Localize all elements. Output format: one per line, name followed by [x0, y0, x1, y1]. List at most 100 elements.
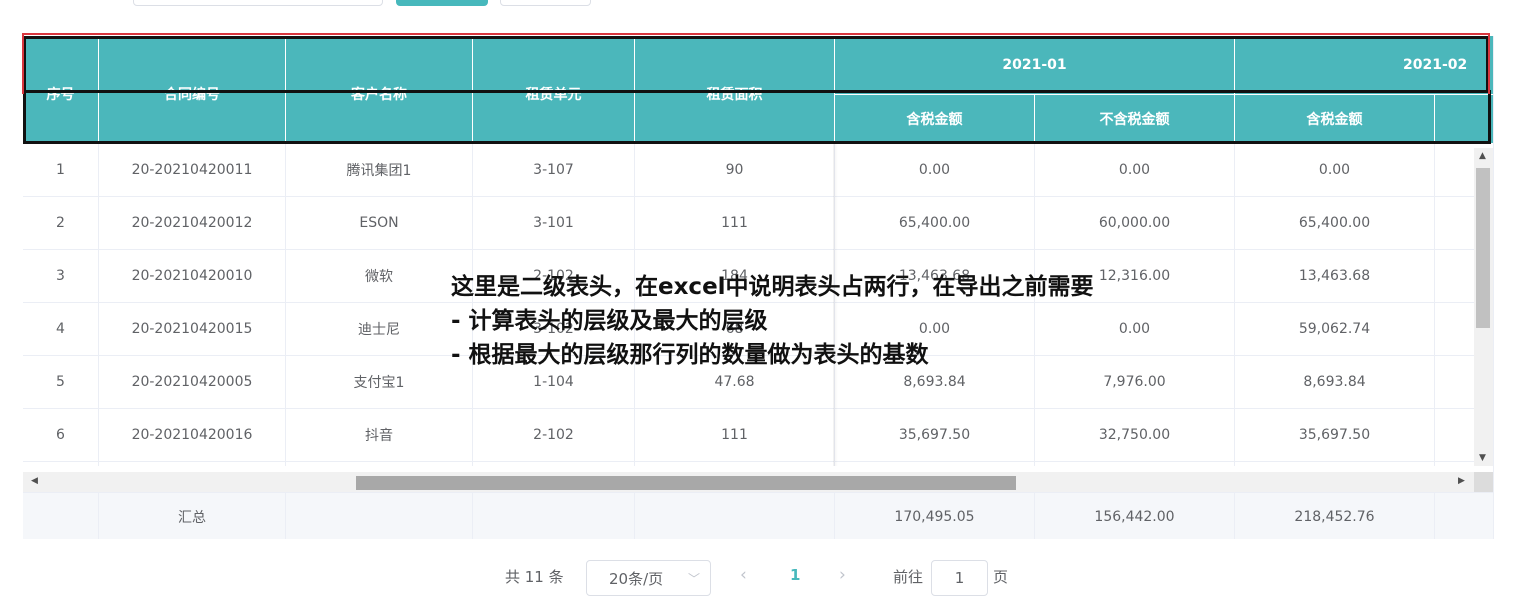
- cell-tax-incl-2: 35,697.50: [1235, 409, 1435, 462]
- cell-tax-incl: 0.00: [835, 144, 1035, 197]
- table-summary-row: 汇总 170,495.05 156,442.00 218,452.76: [23, 492, 1493, 539]
- col-header-tax-excl-2: [1435, 95, 1493, 144]
- cell-customer: 微软: [286, 250, 473, 303]
- cell-unit: 1-104: [473, 356, 635, 409]
- data-table: 序号 合同编号 客户名称 租赁单元 租赁面积 2021-01 2021-02 含…: [23, 36, 1494, 539]
- export-button[interactable]: [500, 0, 591, 6]
- goto-label: 前往: [893, 568, 924, 586]
- cell-contract-no: 20-20210420010: [99, 250, 286, 303]
- scroll-right-icon[interactable]: ▶: [1458, 476, 1465, 486]
- cell-area: 111: [635, 409, 835, 462]
- page-number-current[interactable]: 1: [790, 566, 801, 584]
- cell-tax-incl-2: 59,062.74: [1235, 303, 1435, 356]
- cell-customer: 抖音: [286, 409, 473, 462]
- summary-value-tax-incl: 170,495.05: [835, 493, 1035, 539]
- cell-index: 5: [23, 356, 99, 409]
- cell-customer: 支付宝1: [286, 356, 473, 409]
- summary-label: 汇总: [99, 493, 286, 539]
- cell-tax-incl-2: 8,693.84: [1235, 356, 1435, 409]
- col-header-tax-incl-2: 含税金额: [1235, 95, 1435, 144]
- next-page-icon[interactable]: ›: [839, 565, 846, 585]
- cell-tax-excl: 0.00: [1035, 144, 1235, 197]
- summary-value-tax-excl: 156,442.00: [1035, 493, 1235, 539]
- col-header-month-2021-01: 2021-01: [835, 36, 1235, 95]
- table-row-partial: [635, 462, 835, 466]
- scroll-up-icon[interactable]: ▲: [1479, 151, 1486, 161]
- table-row-partial: [1235, 462, 1435, 466]
- prev-page-icon[interactable]: ‹: [740, 565, 747, 585]
- cell-tax-incl-2: 13,463.68: [1235, 250, 1435, 303]
- cell-contract-no: 20-20210420005: [99, 356, 286, 409]
- cell-tax-incl: 0.00: [835, 303, 1035, 356]
- query-button[interactable]: [396, 0, 488, 6]
- cell-tax-incl: 65,400.00: [835, 197, 1035, 250]
- col-header-tax-incl: 含税金额: [835, 95, 1035, 144]
- cell-area: 47.68: [635, 356, 835, 409]
- col-header-month-2021-02: 2021-02: [1235, 36, 1493, 95]
- scroll-down-icon[interactable]: ▼: [1479, 453, 1486, 463]
- cell-unit: 3-102: [473, 303, 635, 356]
- cell-area: 184: [635, 250, 835, 303]
- goto-unit-label: 页: [993, 568, 1009, 586]
- cell-tax-incl-2: 65,400.00: [1235, 197, 1435, 250]
- cell-unit: 2-102: [473, 250, 635, 303]
- cell-contract-no: 20-20210420012: [99, 197, 286, 250]
- cell-unit: 3-107: [473, 144, 635, 197]
- table-row-partial: [473, 462, 635, 466]
- cell-unit: 3-101: [473, 197, 635, 250]
- horizontal-scrollbar[interactable]: ◀ ▶: [23, 472, 1474, 492]
- table-row-partial: [286, 462, 473, 466]
- table-row-partial: [99, 462, 286, 466]
- cell-customer: ESON: [286, 197, 473, 250]
- cell-tax-excl: 32,750.00: [1035, 409, 1235, 462]
- cell-tax-incl: 8,693.84: [835, 356, 1035, 409]
- summary-cell-tail: [1435, 493, 1493, 539]
- cell-contract-no: 20-20210420016: [99, 409, 286, 462]
- col-header-tax-excl: 不含税金额: [1035, 95, 1235, 144]
- cell-contract-no: 20-20210420015: [99, 303, 286, 356]
- cell-index: 6: [23, 409, 99, 462]
- table-row-partial: [23, 462, 99, 466]
- annotation-line: - 根据最大的层级那行列的数量做为表头的基数: [451, 342, 929, 368]
- summary-cell-index: [23, 493, 99, 539]
- table-row-partial: [1035, 462, 1235, 466]
- summary-cell-unit: [473, 493, 635, 539]
- goto-page-input[interactable]: 1: [931, 560, 988, 596]
- cell-index: 1: [23, 144, 99, 197]
- chevron-down-icon: ﹀: [687, 572, 700, 586]
- cell-tax-incl-2: 0.00: [1235, 144, 1435, 197]
- annotation-note: 这里是二级表头，在excel中说明表头占两行，在导出之前需要 - 计算表头的层级…: [451, 270, 1151, 372]
- scrollbar-corner: [1474, 472, 1493, 492]
- table-body: 1 20-20210420011 腾讯集团1 3-107 90 0.00 0.00 0.00 2…: [23, 144, 1493, 466]
- cell-index: 3: [23, 250, 99, 303]
- annotation-line: 这里是二级表头，在excel中说明表头占两行，在导出之前需要: [451, 274, 1094, 300]
- page-size-value: 20条/页: [609, 569, 664, 588]
- cell-tax-excl: 0.00: [1035, 303, 1235, 356]
- vertical-scrollbar[interactable]: ▲ ▼: [1474, 148, 1493, 466]
- page-size-select[interactable]: 20条/页 ﹀: [586, 560, 711, 596]
- cell-customer: 腾讯集团1: [286, 144, 473, 197]
- search-input[interactable]: [133, 0, 383, 6]
- scroll-left-icon[interactable]: ◀: [31, 476, 38, 486]
- vertical-scroll-thumb[interactable]: [1476, 168, 1490, 328]
- cell-tax-excl: 12,316.00: [1035, 250, 1235, 303]
- cell-tax-excl: 7,976.00: [1035, 356, 1235, 409]
- pagination-total: 共 11 条: [505, 568, 564, 586]
- cell-index: 2: [23, 197, 99, 250]
- cell-tax-incl: 13,463.68: [835, 250, 1035, 303]
- table-row-partial: [835, 462, 1035, 466]
- cell-area: 90: [635, 144, 835, 197]
- summary-value-tax-incl-2: 218,452.76: [1235, 493, 1435, 539]
- cell-tax-incl: 35,697.50: [835, 409, 1035, 462]
- summary-cell-area: [635, 493, 835, 539]
- annotation-line: - 计算表头的层级及最大的层级: [451, 308, 768, 334]
- summary-cell-customer: [286, 493, 473, 539]
- cell-area: 111: [635, 197, 835, 250]
- cell-index: 4: [23, 303, 99, 356]
- fixed-column-shadow: [833, 144, 838, 466]
- cell-tax-excl: 60,000.00: [1035, 197, 1235, 250]
- cell-contract-no: 20-20210420011: [99, 144, 286, 197]
- horizontal-scroll-thumb[interactable]: [356, 476, 1016, 490]
- table-row-partial: [1435, 462, 1493, 466]
- cell-area: 68: [635, 303, 835, 356]
